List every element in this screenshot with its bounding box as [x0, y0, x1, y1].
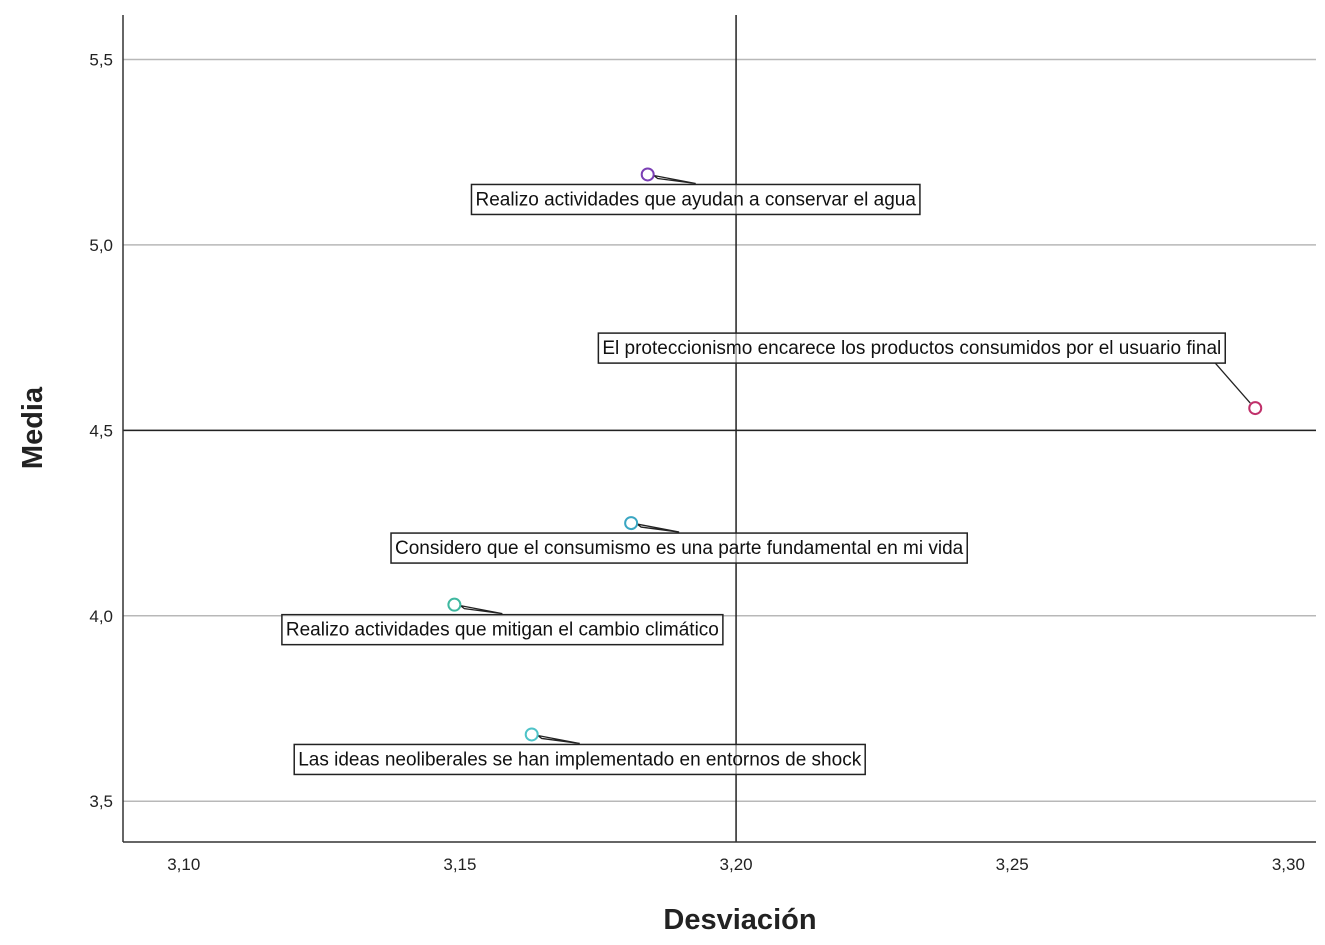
axes — [122, 15, 1316, 843]
leader-line — [653, 174, 696, 185]
tick-labels: 3,5 4,0 4,5 5,0 5,5 3,10 3,15 3,20 3,25 3,30 — [89, 51, 1305, 874]
data-point-group: Realizo actividades que mitigan el cambi… — [281, 597, 724, 646]
label-box — [281, 613, 724, 646]
data-point-group: Considero que el consumismo es una parte… — [390, 516, 968, 564]
label-box — [390, 532, 968, 564]
data-point-group: Las ideas neoliberales se han implementa… — [293, 727, 866, 776]
data-points: Realizo actividades que ayudan a conserv… — [281, 167, 1263, 776]
data-point-marker — [447, 597, 462, 612]
leader-line — [636, 523, 680, 533]
point-label: Realizo actividades que mitigan el cambi… — [286, 620, 719, 641]
label-box — [470, 183, 921, 216]
y-tick-label: 4,0 — [89, 607, 113, 626]
data-point-group: Realizo actividades que ayudan a conserv… — [470, 167, 921, 216]
y-tick-label: 3,5 — [89, 792, 113, 811]
data-point-marker — [524, 727, 539, 742]
leader-line — [459, 605, 503, 615]
x-axis-title: Desviación — [663, 904, 816, 936]
point-label: El proteccionismo encarece los productos… — [602, 338, 1221, 359]
x-tick-label: 3,30 — [1272, 855, 1305, 874]
reference-lines — [123, 15, 1316, 842]
label-box — [597, 332, 1226, 364]
y-tick-label: 5,0 — [89, 236, 113, 255]
data-point-marker — [624, 516, 639, 531]
x-tick-label: 3,15 — [443, 855, 476, 874]
y-axis-title: Media — [17, 386, 49, 469]
point-label: Las ideas neoliberales se han implementa… — [298, 749, 861, 770]
x-tick-label: 3,20 — [720, 855, 753, 874]
leader-line — [1214, 362, 1251, 404]
data-point-marker — [640, 167, 655, 182]
data-point-marker — [1248, 401, 1263, 416]
y-tick-label: 4,5 — [89, 421, 113, 440]
y-tick-label: 5,5 — [89, 51, 113, 70]
point-label: Realizo actividades que ayudan a conserv… — [475, 189, 916, 210]
data-point-group: El proteccionismo encarece los productos… — [597, 332, 1263, 416]
label-box — [293, 743, 866, 776]
x-tick-label: 3,25 — [996, 855, 1029, 874]
x-tick-label: 3,10 — [167, 855, 200, 874]
leader-line — [537, 734, 580, 745]
point-label: Considero que el consumismo es una parte… — [395, 538, 964, 559]
